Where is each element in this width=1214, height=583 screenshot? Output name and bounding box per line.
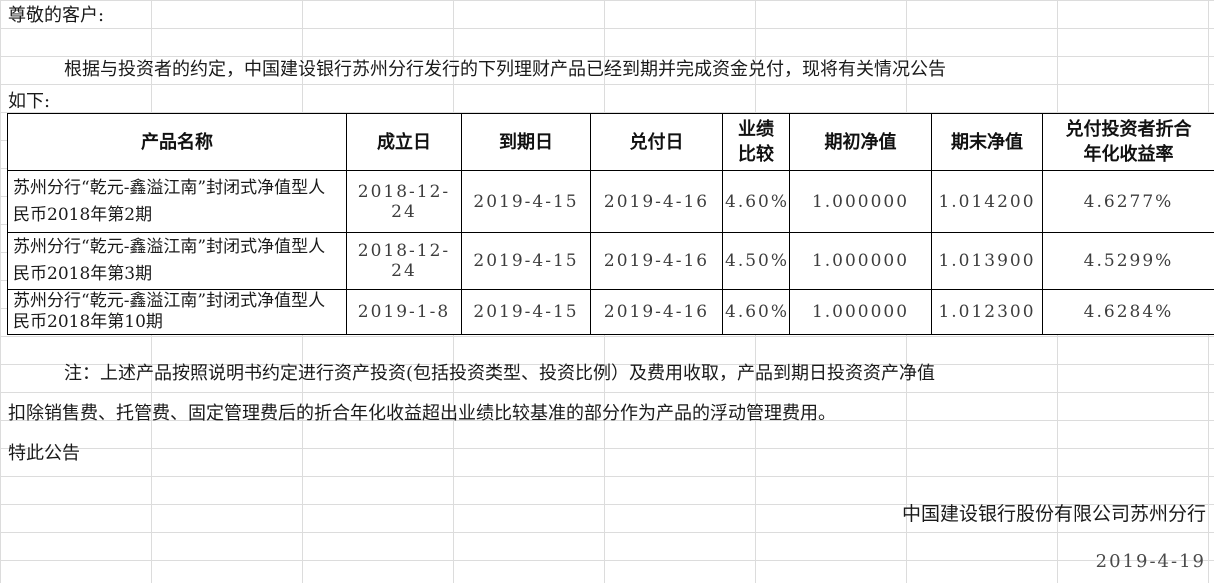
annualized-yield-cell: 4.5299%: [1042, 232, 1214, 290]
payment-date-cell: 2019-4-16: [590, 232, 723, 290]
benchmark-cell: 4.50%: [722, 232, 790, 290]
maturity-date-cell: 2019-4-15: [461, 170, 591, 233]
benchmark-cell: 4.60%: [722, 170, 790, 233]
product-name-cell: 苏州分行“乾元-鑫溢江南”封闭式净值型人民币2018年第2期: [7, 170, 347, 233]
note-line1: 注：上述产品按照说明书约定进行资产投资(包括投资类型、投资比例）及费用收取，产品…: [64, 363, 936, 384]
salutation: 尊敬的客户:: [8, 5, 105, 26]
col-header-annualized-yield: 兑付投资者折合 年化收益率: [1042, 113, 1214, 171]
col-header-payment-date: 兑付日: [590, 113, 723, 171]
col-header-established-date: 成立日: [346, 113, 462, 171]
col-header-benchmark: 业绩 比较: [722, 113, 790, 171]
final-nav-cell: 1.013900: [931, 232, 1043, 290]
matured-products-table: 产品名称 成立日 到期日 兑付日 业绩 比较 期初净值 期末净值 兑付投资者折合…: [7, 113, 1214, 335]
annualized-yield-cell: 4.6284%: [1042, 289, 1214, 335]
annualized-yield-cell: 4.6277%: [1042, 170, 1214, 233]
table-row: 苏州分行“乾元-鑫溢江南”封闭式净值型人民币2018年第2期 2018-12-2…: [7, 170, 1214, 233]
announcement-date: 2019-4-19: [1095, 551, 1206, 572]
table-header-row: 产品名称 成立日 到期日 兑付日 业绩 比较 期初净值 期末净值 兑付投资者折合…: [7, 113, 1214, 171]
col-header-final-nav: 期末净值: [931, 113, 1043, 171]
intro-paragraph-line1: 根据与投资者的约定，中国建设银行苏州分行发行的下列理财产品已经到期并完成资金兑付…: [64, 59, 946, 80]
product-name-cell: 苏州分行“乾元-鑫溢江南”封闭式净值型人民币2018年第3期: [7, 232, 347, 290]
established-date-cell: 2018-12-24: [346, 232, 462, 290]
note-line2: 扣除销售费、托管费、固定管理费后的折合年化收益超出业绩比较基准的部分作为产品的浮…: [8, 403, 836, 424]
initial-nav-cell: 1.000000: [789, 232, 932, 290]
maturity-date-cell: 2019-4-15: [461, 289, 591, 335]
col-header-maturity-date: 到期日: [461, 113, 591, 171]
initial-nav-cell: 1.000000: [789, 289, 932, 335]
established-date-cell: 2019-1-8: [346, 289, 462, 335]
closing-statement: 特此公告: [8, 443, 80, 464]
benchmark-cell: 4.60%: [722, 289, 790, 335]
final-nav-cell: 1.014200: [931, 170, 1043, 233]
col-header-product-name: 产品名称: [7, 113, 347, 171]
payment-date-cell: 2019-4-16: [590, 170, 723, 233]
col-header-initial-nav: 期初净值: [789, 113, 932, 171]
table-row: 苏州分行“乾元-鑫溢江南”封闭式净值型人民币2018年第10期 2019-1-8…: [7, 289, 1214, 335]
product-name-cell: 苏州分行“乾元-鑫溢江南”封闭式净值型人民币2018年第10期: [7, 289, 347, 335]
initial-nav-cell: 1.000000: [789, 170, 932, 233]
final-nav-cell: 1.012300: [931, 289, 1043, 335]
payment-date-cell: 2019-4-16: [590, 289, 723, 335]
established-date-cell: 2018-12-24: [346, 170, 462, 233]
issuer-signature: 中国建设银行股份有限公司苏州分行: [901, 503, 1206, 525]
intro-paragraph-line2: 如下:: [8, 91, 51, 112]
table-row: 苏州分行“乾元-鑫溢江南”封闭式净值型人民币2018年第3期 2018-12-2…: [7, 232, 1214, 290]
maturity-date-cell: 2019-4-15: [461, 232, 591, 290]
